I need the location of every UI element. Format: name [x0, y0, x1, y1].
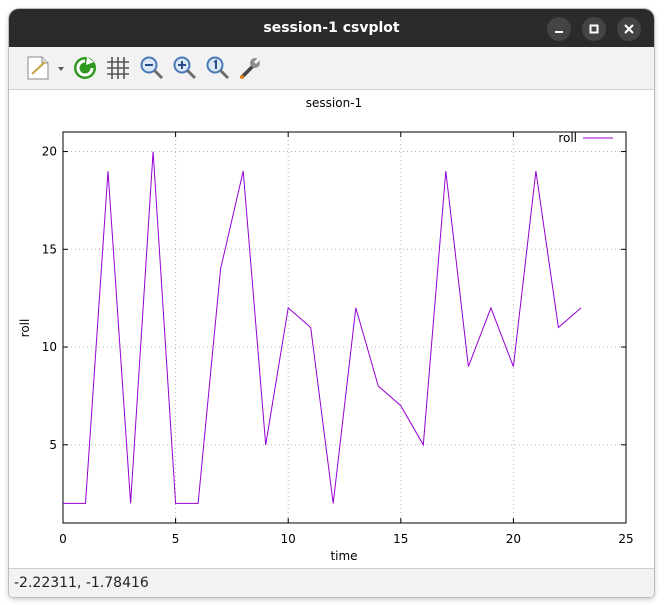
line-chart[interactable]: 0 5 10 15 20 25 5 10 15 20 session-1 time roll ro…	[9, 90, 654, 568]
refresh-button[interactable]	[71, 54, 99, 82]
series-lines	[63, 151, 582, 504]
export-button[interactable]	[23, 54, 67, 82]
toolbar	[9, 47, 654, 90]
x-axis-label: time	[330, 549, 357, 563]
y-axis-label: roll	[18, 319, 32, 338]
plot-area[interactable]: 0 5 10 15 20 25 5 10 15 20 session-1 time roll ro…	[9, 90, 654, 568]
x-tick-label: 15	[393, 532, 408, 546]
status-bar: -2.22311, -1.78416	[9, 568, 654, 597]
series-line-roll	[63, 151, 582, 504]
x-tick-label: 25	[618, 532, 633, 546]
grid-toggle-button[interactable]	[104, 54, 132, 82]
y-tick-label: 15	[42, 242, 57, 256]
zoom-in-icon	[173, 56, 197, 80]
x-tick-label: 20	[506, 532, 521, 546]
zoom-out-icon	[140, 56, 164, 80]
close-button[interactable]	[617, 17, 641, 41]
maximize-button[interactable]	[582, 17, 606, 41]
window-title: session-1 csvplot	[263, 20, 400, 36]
cursor-coordinates: -2.22311, -1.78416	[14, 575, 149, 591]
zoom-reset-button[interactable]	[203, 54, 231, 82]
x-tick-label: 5	[172, 532, 180, 546]
refresh-icon	[74, 57, 96, 79]
zoom-reset-icon	[206, 56, 230, 80]
settings-button[interactable]	[236, 54, 264, 82]
app-window: session-1 csvplot	[9, 9, 654, 597]
y-tick-label: 20	[42, 145, 57, 159]
chart-title: session-1	[306, 96, 362, 110]
settings-wrench-icon	[240, 55, 263, 79]
legend-entry-roll: roll	[558, 131, 577, 145]
minimize-button[interactable]	[547, 17, 571, 41]
dropdown-arrow-icon	[58, 67, 64, 71]
y-tick-label: 10	[42, 340, 57, 354]
x-tick-label: 0	[59, 532, 67, 546]
x-tick-label: 10	[281, 532, 296, 546]
minimize-icon	[555, 31, 563, 33]
plot-frame	[62, 131, 627, 524]
axis-ticks: 0 5 10 15 20 25 5 10 15 20	[42, 132, 634, 546]
chart-grid	[63, 132, 626, 523]
grid-icon	[107, 57, 129, 79]
y-tick-label: 5	[49, 438, 57, 452]
maximize-icon	[589, 24, 599, 34]
zoom-out-button[interactable]	[137, 54, 165, 82]
title-bar[interactable]: session-1 csvplot	[9, 9, 654, 47]
chart-legend: roll	[558, 131, 613, 145]
export-document-icon	[27, 56, 64, 80]
zoom-in-button[interactable]	[170, 54, 198, 82]
close-icon	[624, 24, 634, 34]
